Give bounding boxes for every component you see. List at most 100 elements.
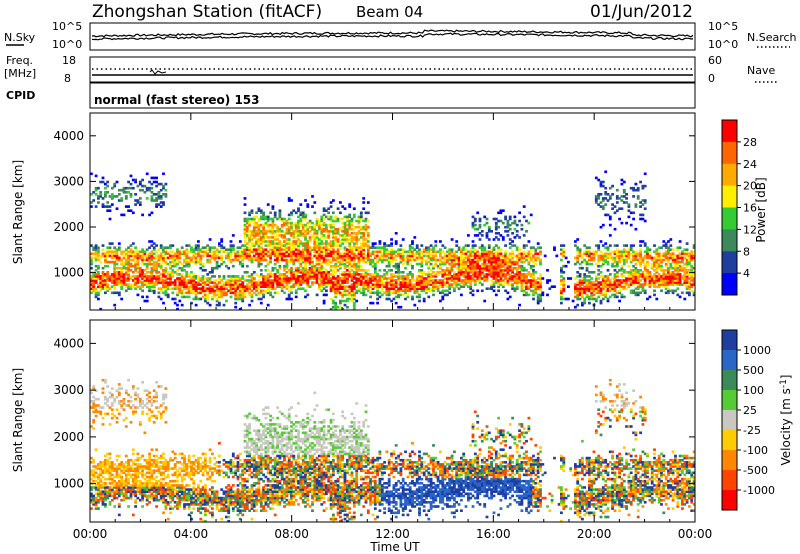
echo-cell [336, 256, 340, 260]
echo-cell [497, 252, 500, 256]
echo-cell [574, 289, 577, 293]
echo-cell [671, 254, 675, 258]
echo-cell [276, 258, 279, 262]
echo-cell [220, 246, 224, 249]
echo-cell [376, 275, 379, 278]
echo-cell [476, 250, 480, 254]
echo-cell [341, 242, 345, 245]
echo-cell [364, 269, 368, 272]
echo-cell [178, 281, 182, 284]
echo-cell [208, 289, 212, 293]
echo-cell [311, 225, 314, 229]
echo-cell [294, 273, 298, 276]
echo-cell [527, 279, 531, 282]
echo-cell [613, 250, 617, 254]
echo-cell [606, 260, 610, 264]
echo-cell [655, 262, 659, 266]
echo-cell [632, 250, 635, 254]
echo-cell [320, 236, 324, 239]
echo-cell [141, 285, 144, 288]
echo-cell [462, 275, 466, 278]
echo-cell [625, 254, 628, 258]
echo-cell [415, 246, 419, 249]
echo-cell [601, 197, 605, 200]
echo-cell [606, 193, 610, 196]
echo-cell [148, 260, 151, 264]
echo-cell [629, 244, 633, 247]
echo-cell [162, 279, 165, 282]
echo-cell [450, 254, 454, 258]
echo-cell [401, 250, 405, 254]
echo-cell [473, 273, 477, 276]
echo-cell [104, 281, 107, 284]
echo-cell [252, 217, 256, 221]
echo-cell [257, 223, 261, 227]
echo-cell [218, 244, 221, 247]
echo-cell [183, 252, 186, 256]
echo-cell [341, 295, 345, 299]
echo-cell [234, 279, 238, 282]
echo-cell [366, 289, 370, 293]
echo-cell [683, 262, 687, 266]
echo-cell [634, 250, 638, 254]
echo-cell [520, 252, 524, 256]
echo-cell [576, 256, 580, 260]
echo-cell [294, 227, 298, 231]
echo-cell [443, 277, 447, 280]
echo-cell [590, 285, 594, 288]
echo-cell [425, 283, 428, 286]
echo-cell [362, 242, 366, 245]
echo-cell [259, 211, 263, 215]
echo-cell [322, 281, 326, 284]
echo-cell [278, 244, 282, 247]
echo-cell [190, 250, 193, 254]
echo-cell [192, 248, 196, 251]
echo-cell [434, 260, 438, 264]
echo-cell [320, 275, 324, 278]
echo-cell [136, 266, 140, 270]
echo-cell [529, 213, 533, 217]
echo-cell [483, 254, 487, 258]
echo-cell [199, 256, 203, 260]
echo-cell [320, 273, 324, 276]
echo-cell [155, 266, 158, 270]
echo-cell [532, 269, 535, 272]
echo-cell [269, 256, 272, 260]
echo-cell [629, 258, 633, 262]
echo-cell [532, 281, 535, 284]
echo-cell [355, 240, 359, 243]
echo-cell [334, 305, 338, 309]
echo-cell [290, 260, 293, 264]
echo-cell [657, 273, 661, 276]
echo-cell [413, 287, 417, 290]
echo-cell [450, 252, 454, 256]
echo-cell [653, 281, 656, 284]
echo-cell [641, 283, 645, 286]
echo-cell [522, 269, 526, 272]
echo-cell [504, 244, 507, 247]
echo-cell [141, 275, 144, 278]
echo-cell [122, 254, 126, 258]
echo-cell [252, 256, 256, 260]
echo-cell [213, 295, 217, 299]
echo-cell [420, 252, 424, 256]
echo-cell [206, 281, 210, 284]
echo-cell [320, 266, 324, 270]
echo-cell [394, 275, 398, 278]
echo-cell [636, 188, 640, 192]
echo-cell [218, 303, 221, 307]
echo-cell [401, 248, 405, 251]
echo-cell [385, 250, 389, 254]
echo-cell [469, 271, 473, 274]
echo-cell [539, 260, 542, 264]
echo-cell [229, 285, 233, 288]
echo-cell [583, 285, 587, 288]
echo-cell [671, 291, 675, 295]
echo-cell [494, 281, 498, 284]
echo-cell [304, 279, 307, 282]
echo-cell [576, 287, 580, 290]
echo-cell [415, 285, 419, 288]
echo-cell [357, 287, 361, 290]
echo-cell [380, 258, 384, 262]
